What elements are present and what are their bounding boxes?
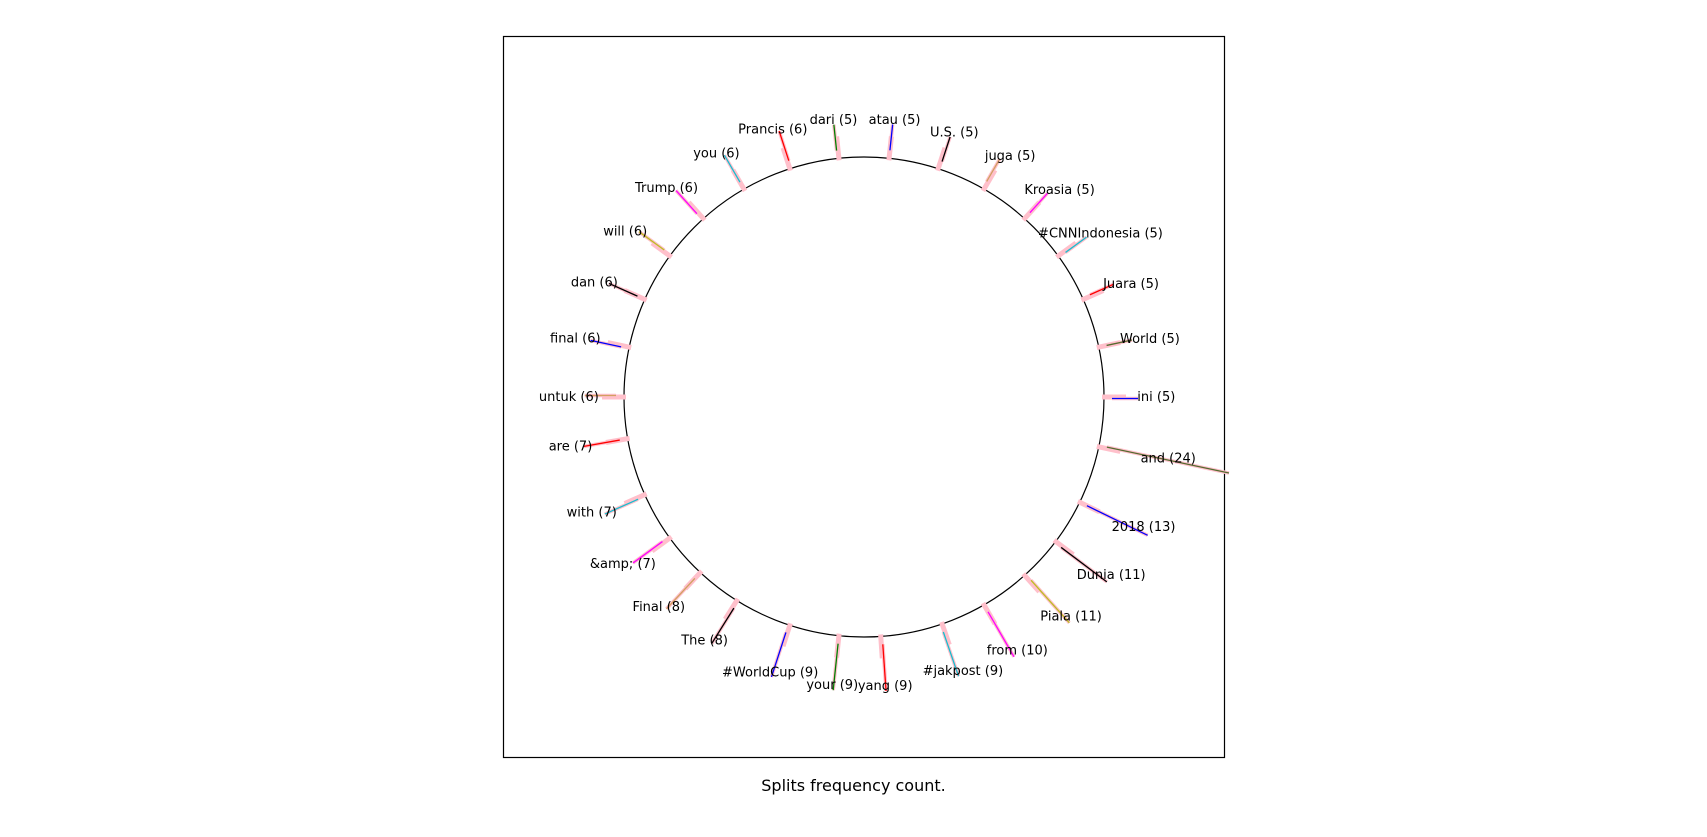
word-label: U.S. (5): [930, 125, 979, 140]
split-bar: [1106, 446, 1230, 474]
split-bar: [1106, 339, 1133, 347]
split-bar: [833, 124, 838, 151]
word-label: Kroasia (5): [1024, 183, 1094, 198]
word-label: your (9): [806, 678, 858, 693]
word-label: are (7): [549, 439, 593, 454]
split-bar: [832, 643, 839, 691]
split-bar: [723, 154, 741, 183]
word-label: ini (5): [1137, 390, 1175, 405]
base-circle: [623, 156, 1105, 638]
split-bar: [942, 631, 960, 677]
radial-marks: [583, 124, 1230, 692]
word-label: untuk (6): [539, 390, 599, 405]
word-label: &amp; (7): [590, 557, 656, 572]
word-label: with (7): [567, 506, 617, 521]
split-bar: [882, 644, 887, 692]
word-label: Dunia (11): [1077, 568, 1146, 583]
split-bar: [666, 577, 696, 610]
chart-caption: Splits frequency count.: [761, 776, 946, 795]
split-bar: [675, 190, 698, 215]
split-bar: [632, 541, 663, 564]
word-label: 2018 (13): [1112, 520, 1176, 535]
split-bar: [608, 282, 638, 297]
word-label: will (6): [603, 225, 647, 240]
word-label: and (24): [1141, 452, 1196, 467]
split-bar: [987, 611, 1015, 658]
word-label: yang (9): [858, 679, 913, 694]
word-label: #WorldCup (9): [722, 666, 818, 681]
word-label: juga (5): [984, 149, 1036, 164]
plot-frame: [502, 35, 1226, 759]
split-bar: [1029, 192, 1048, 214]
split-bar: [1089, 283, 1114, 296]
split-bar: [889, 124, 894, 151]
split-bar: [941, 136, 951, 162]
split-bar: [711, 607, 735, 644]
split-bar: [770, 632, 787, 678]
split-bar: [1030, 579, 1070, 624]
radial-labels: and (24) 2018 (13) Dunia (11) Piala (11) fro…: [539, 113, 1196, 694]
word-label: #jakpost (9): [923, 664, 1004, 679]
split-bar: [1065, 236, 1087, 253]
split-bar: [778, 130, 790, 161]
split-bar: [638, 231, 665, 251]
split-bar: [1086, 505, 1148, 536]
word-label: Prancis (6): [738, 123, 807, 138]
word-label: atau (5): [869, 113, 921, 128]
split-bar: [1060, 546, 1108, 583]
split-bar: [986, 158, 1001, 182]
word-label: final (6): [550, 332, 601, 347]
word-label: Trump (6): [634, 181, 698, 196]
word-label: you (6): [693, 147, 739, 162]
word-label: dari (5): [810, 113, 858, 128]
split-bar: [590, 339, 622, 348]
word-label: Piala (11): [1040, 610, 1102, 625]
word-label: World (5): [1120, 332, 1180, 347]
word-label: from (10): [987, 643, 1048, 658]
split-bar: [583, 439, 620, 448]
word-label: The (8): [680, 633, 728, 648]
word-label: Juara (5): [1102, 277, 1159, 292]
split-bar: [604, 498, 639, 515]
word-label: dan (6): [571, 276, 618, 291]
word-label: Final (8): [633, 600, 686, 615]
word-label: #CNNIndonesia (5): [1038, 226, 1163, 241]
